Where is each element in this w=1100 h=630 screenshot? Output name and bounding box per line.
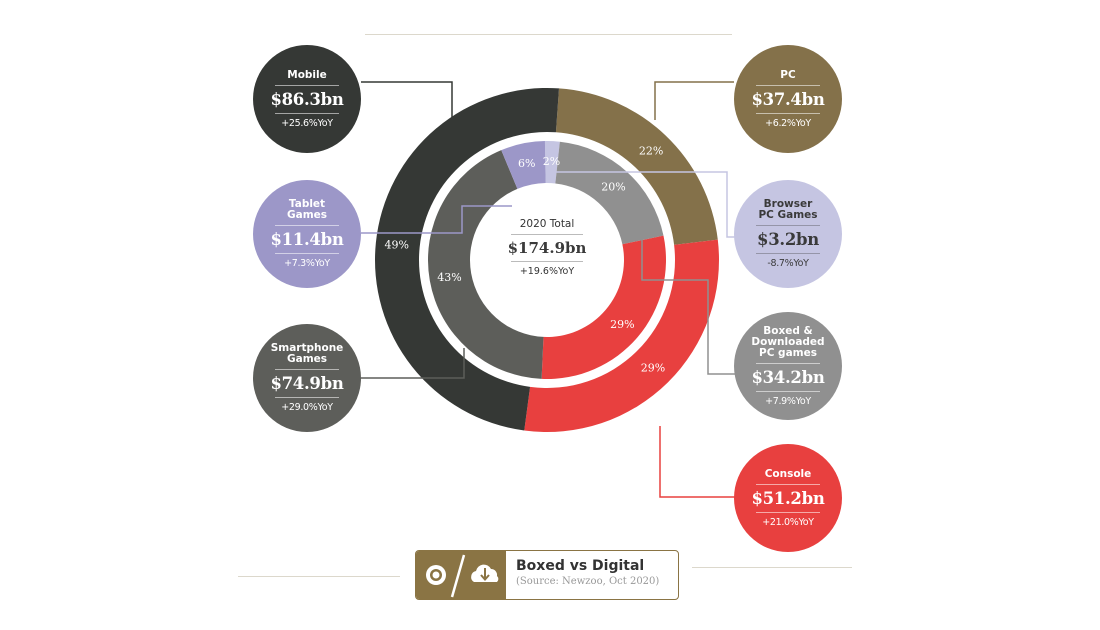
bubble-value: $86.3bn (270, 89, 344, 109)
slash-divider (450, 554, 466, 598)
overlay-connector-lines (361, 171, 740, 379)
bubble-console: Console $51.2bn +21.0%YoY (734, 444, 842, 552)
connector-tablet (361, 205, 512, 234)
bubble-value: $34.2bn (751, 367, 825, 387)
ring-segment (555, 141, 664, 245)
bubble-rule (756, 390, 820, 392)
ring-segment (375, 88, 559, 431)
bubble-yoy: +21.0%YoY (762, 516, 814, 528)
bottom-divider-right (692, 567, 852, 568)
inner-ring (428, 141, 666, 379)
segment-percent-label: 29% (641, 362, 665, 375)
bubble-yoy: +7.9%YoY (765, 395, 811, 407)
ring-percent-labels: 22% 29% 49% 2% 20% 29% 43% 6% (385, 145, 666, 375)
connector-browser (552, 171, 740, 238)
bubble-value: $37.4bn (751, 89, 825, 109)
bubble-yoy: +29.0%YoY (281, 402, 333, 413)
bubble-rule (275, 84, 339, 86)
ring-segment (555, 88, 718, 245)
legend-text: Boxed vs Digital (Source: Newzoo, Oct 20… (506, 551, 678, 599)
bubble-name: Console (764, 467, 812, 480)
connector-pc (654, 81, 734, 120)
bubble-name: PC (780, 68, 796, 81)
outer-ring (375, 88, 719, 432)
bubble-value: $11.4bn (270, 230, 344, 249)
bubble-mobile: Mobile $86.3bn +25.6%YoY (253, 45, 361, 153)
legend-box: Boxed vs Digital (Source: Newzoo, Oct 20… (415, 550, 679, 600)
bubble-rule (756, 84, 820, 86)
bubble-rule (756, 112, 820, 114)
bubble-name: Tablet Games (286, 198, 328, 221)
segment-percent-label: 43% (437, 271, 461, 284)
segment-percent-label: 2% (543, 155, 560, 168)
bottom-divider-left (238, 576, 400, 577)
bubble-smartphone-games: Smartphone Games $74.9bn +29.0%YoY (253, 324, 361, 432)
ring-segment (501, 141, 546, 189)
cloud-download-icon (471, 564, 499, 582)
connector-smartphone (361, 348, 465, 379)
segment-percent-label: 20% (601, 181, 625, 194)
connector-mobile (361, 81, 453, 118)
bubble-tablet-games: Tablet Games $11.4bn +7.3%YoY (253, 180, 361, 288)
bubble-name: Mobile (287, 68, 327, 81)
bubble-rule (756, 362, 820, 364)
bubble-rule (275, 253, 339, 254)
legend-source: (Source: Newzoo, Oct 2020) (516, 576, 660, 587)
ring-segment (541, 235, 666, 379)
legend-title: Boxed vs Digital (516, 558, 645, 574)
bubble-rule (275, 225, 339, 226)
bubble-value: $51.2bn (751, 488, 825, 508)
bubble-rule (275, 369, 339, 370)
bubble-rule (275, 112, 339, 114)
center-rule (511, 261, 583, 262)
connector-boxed (641, 240, 740, 375)
center-value: $174.9bn (507, 239, 587, 257)
center-title: 2020 Total (519, 218, 575, 230)
legend-icons (416, 551, 506, 599)
bubble-rule (756, 253, 820, 254)
bubble-name: Boxed & Downloaded PC games (751, 324, 825, 359)
segment-percent-label: 29% (610, 318, 634, 331)
legend-icon-group (426, 554, 499, 598)
ring-segment (524, 239, 719, 432)
bubble-boxed-downloaded-pc-games: Boxed & Downloaded PC games $34.2bn +7.9… (734, 312, 842, 420)
ring-segment (544, 141, 560, 184)
disc-icon (426, 565, 446, 585)
center-rule (511, 234, 583, 235)
bubble-value: $3.2bn (757, 230, 819, 249)
bubble-rule (756, 511, 820, 513)
bubble-name: Browser PC Games (758, 198, 818, 221)
bubble-yoy: +25.6%YoY (281, 117, 333, 129)
segment-percent-label: 22% (639, 145, 663, 158)
connector-console (659, 426, 740, 498)
center-yoy: +19.6%YoY (519, 266, 575, 277)
bubble-name: Smartphone Games (270, 342, 344, 365)
segment-percent-label: 49% (385, 239, 409, 252)
center-total: 2020 Total $174.9bn +19.6%YoY (487, 218, 607, 277)
bubble-rule (756, 225, 820, 226)
connector-lines (361, 81, 740, 498)
bubble-yoy: -8.7%YoY (767, 258, 809, 269)
bubble-rule (275, 397, 339, 398)
bubble-pc: PC $37.4bn +6.2%YoY (734, 45, 842, 153)
bubble-yoy: +6.2%YoY (765, 117, 811, 129)
bubble-value: $74.9bn (270, 374, 344, 393)
bubble-yoy: +7.3%YoY (284, 258, 330, 269)
segment-percent-label: 6% (518, 157, 535, 170)
bubble-browser-pc-games: Browser PC Games $3.2bn -8.7%YoY (734, 180, 842, 288)
top-divider (365, 34, 732, 35)
bubble-rule (756, 483, 820, 485)
ring-segment (428, 150, 544, 379)
